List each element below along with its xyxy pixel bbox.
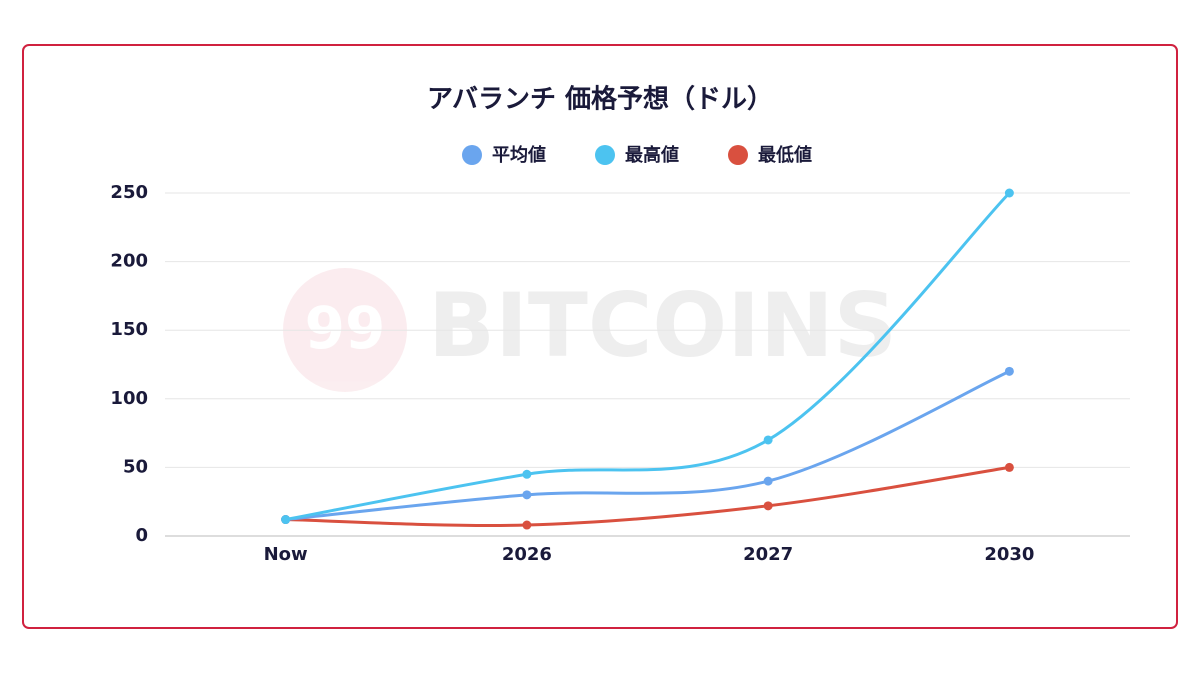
y-tick-label: 50: [123, 456, 148, 477]
y-tick-label: 0: [135, 525, 148, 546]
data-point: [763, 435, 773, 445]
series-line: [285, 465, 1010, 527]
legend-label: 最高値: [625, 144, 679, 166]
legend-label: 平均値: [492, 144, 546, 166]
watermark-badge-text: 99: [305, 294, 386, 362]
y-tick-label: 150: [110, 319, 148, 340]
data-point: [763, 476, 773, 486]
legend-label: 最低値: [758, 144, 812, 166]
series-line: [285, 191, 1011, 522]
data-point: [1004, 366, 1014, 376]
data-point: [763, 501, 773, 511]
x-tick-label: 2030: [984, 544, 1034, 565]
data-point: [522, 520, 532, 530]
x-tick-label: 2026: [502, 544, 552, 565]
data-point: [1004, 188, 1014, 198]
y-tick-label: 100: [110, 388, 148, 409]
y-tick-label: 200: [110, 251, 148, 272]
legend-marker: [462, 145, 482, 165]
data-point: [281, 515, 291, 525]
series-line: [285, 369, 1011, 522]
legend-marker: [728, 145, 748, 165]
legend-marker: [595, 145, 615, 165]
y-tick-label: 250: [110, 182, 148, 203]
data-point: [522, 490, 532, 500]
chart-title: アバランチ 価格予想（ドル）: [427, 84, 773, 115]
x-tick-label: 2027: [743, 544, 793, 565]
frame: [22, 44, 1178, 629]
x-tick-label: Now: [264, 544, 308, 565]
watermark-text: BITCOINS: [428, 274, 897, 377]
data-point: [522, 469, 532, 479]
data-point: [1004, 462, 1014, 472]
